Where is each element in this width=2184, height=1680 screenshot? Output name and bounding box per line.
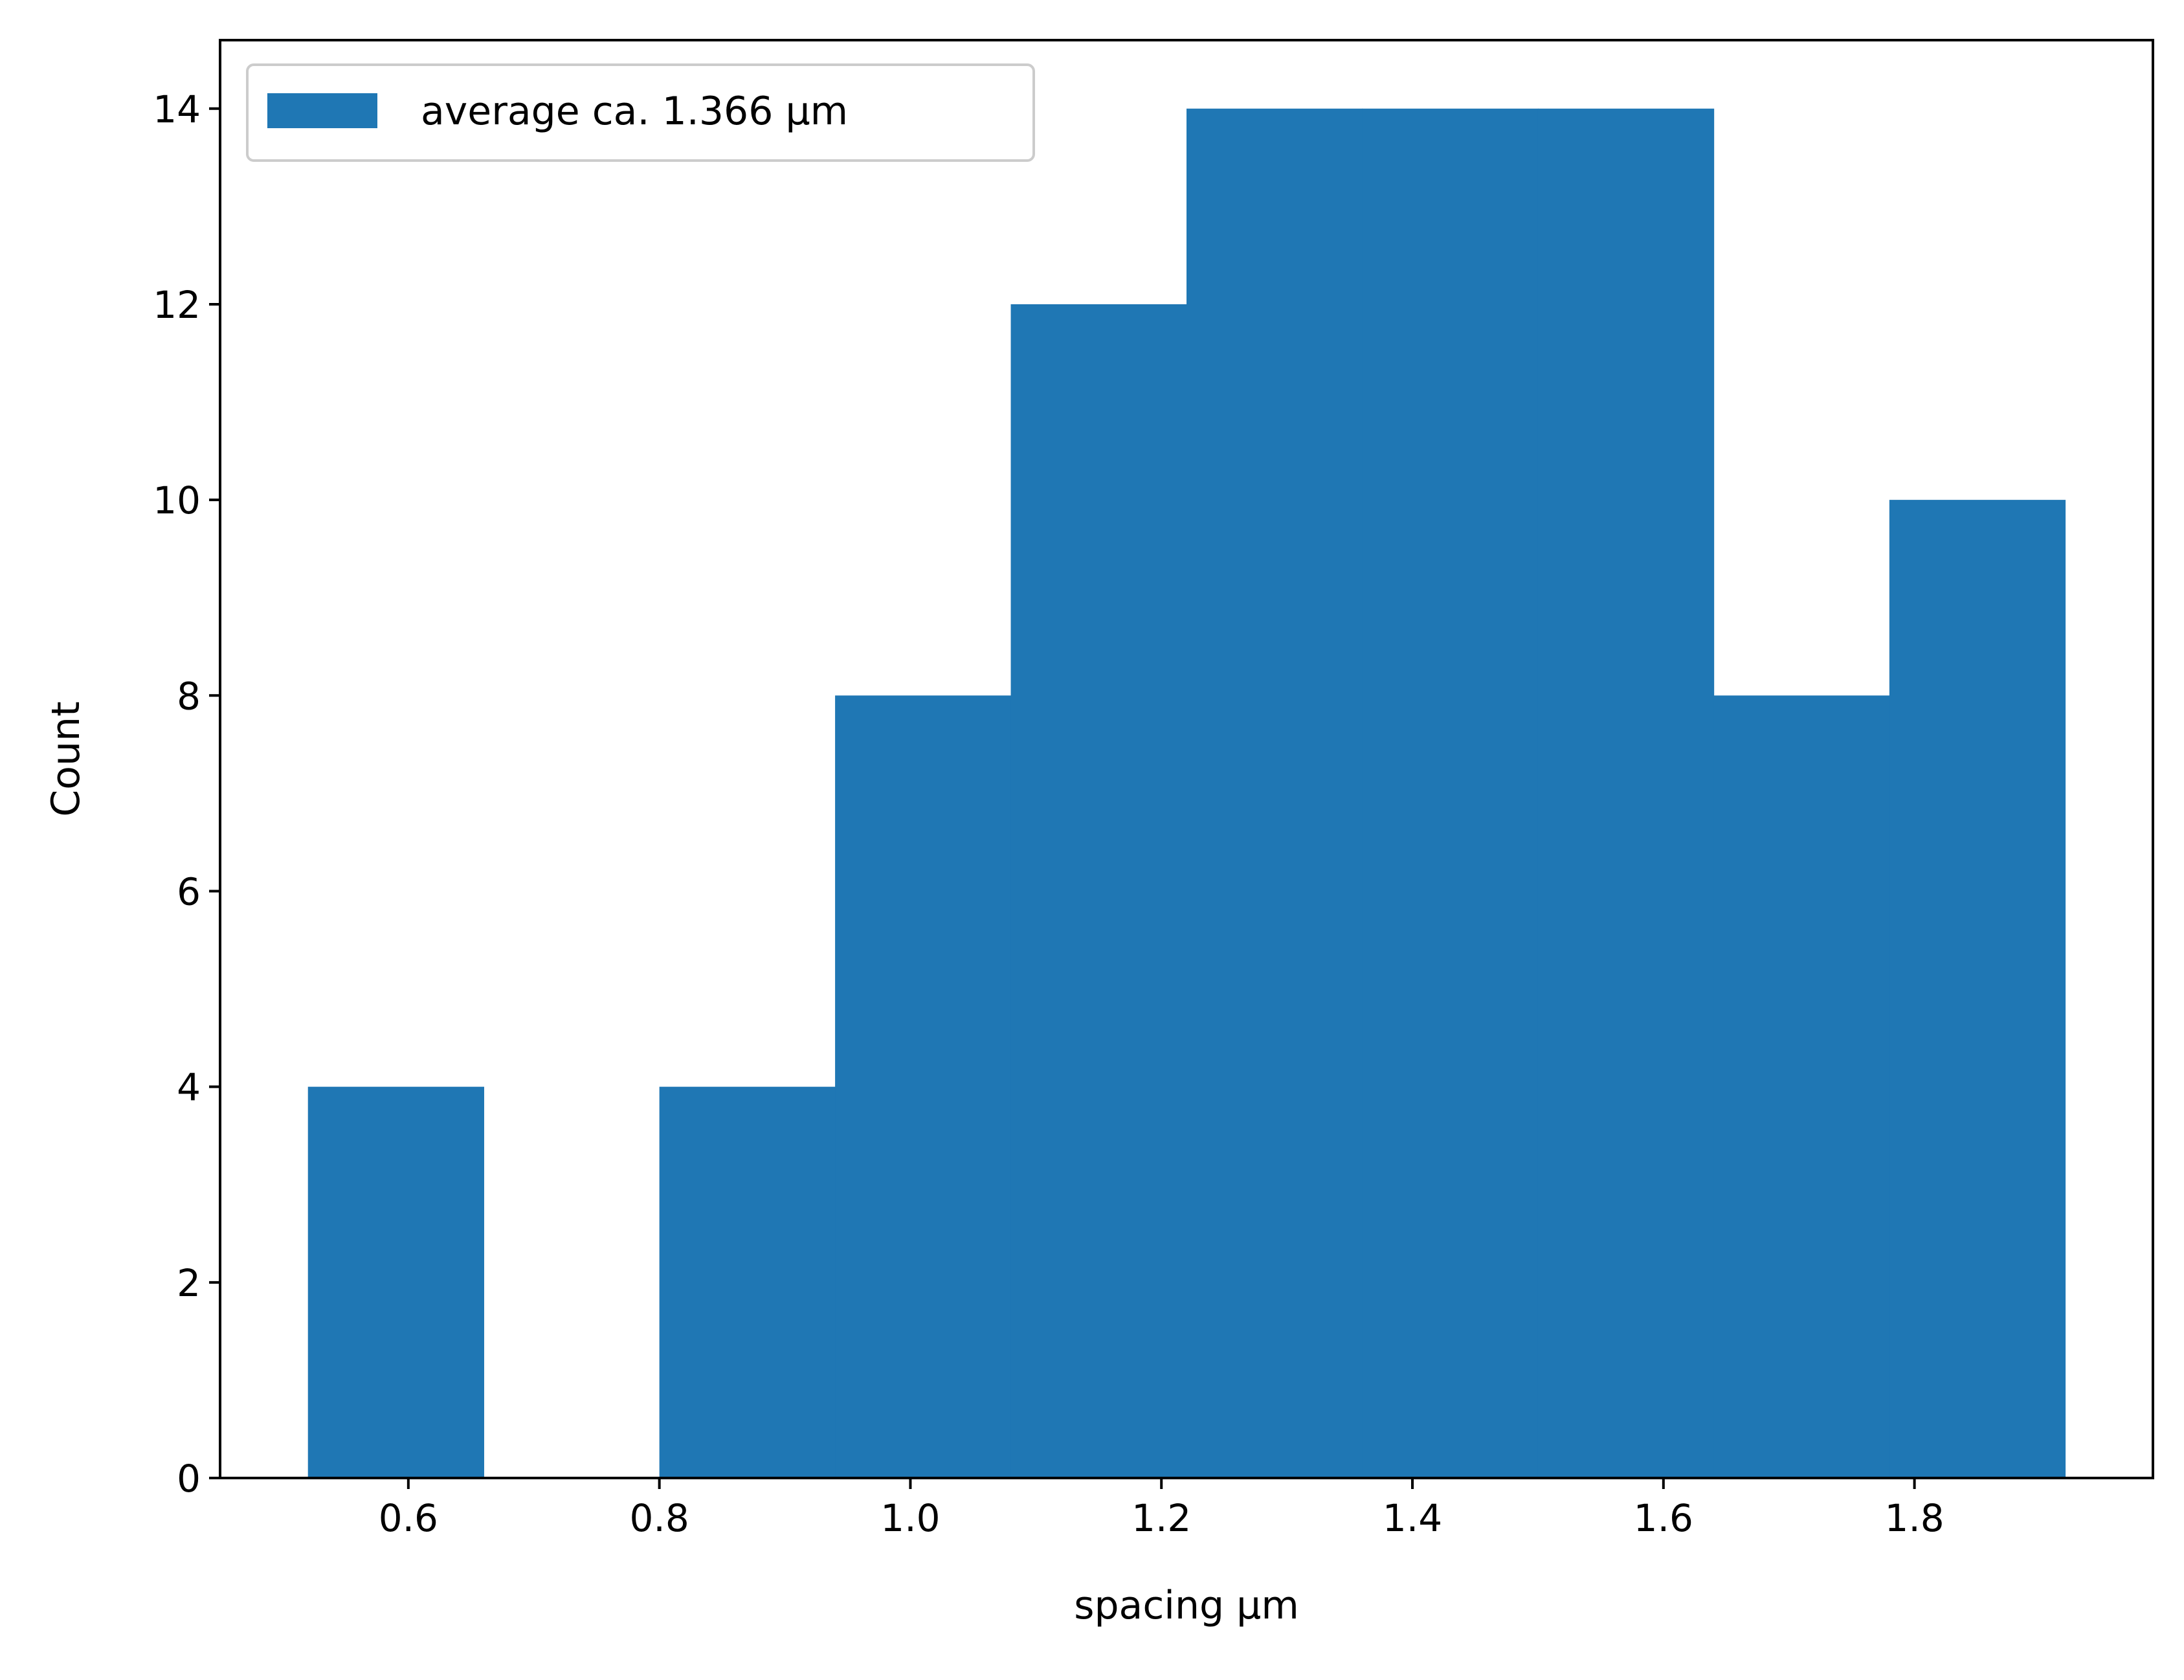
- y-tick-label: 2: [177, 1261, 201, 1305]
- x-tick-label: 1.8: [1884, 1496, 1944, 1540]
- histogram-bar: [1362, 108, 1539, 1478]
- y-axis-label: Count: [43, 701, 89, 816]
- y-axis-ticks: 0 2 4 6 8 10 12 14: [153, 87, 220, 1501]
- y-tick-label: 4: [177, 1066, 201, 1110]
- x-tick-label: 1.6: [1634, 1496, 1693, 1540]
- legend: average ca. 1.366 μm: [246, 63, 1035, 162]
- x-tick-label: 0.6: [379, 1496, 438, 1540]
- legend-entry: average ca. 1.366 μm: [421, 89, 848, 134]
- histogram-bar: [1187, 108, 1363, 1478]
- legend-box: [246, 63, 1035, 162]
- x-tick-label: 1.4: [1383, 1496, 1442, 1540]
- histogram-bar: [659, 1086, 836, 1478]
- histogram-bar: [307, 1086, 484, 1478]
- plot-frame: [219, 39, 2154, 1479]
- y-tick-label: 12: [153, 283, 201, 327]
- y-tick-label: 6: [177, 869, 201, 913]
- histogram-bar: [1537, 108, 1715, 1478]
- histogram-bar: [835, 695, 1012, 1478]
- y-tick-label: 14: [153, 87, 201, 131]
- y-tick-label: 0: [177, 1457, 201, 1501]
- bars-group: [307, 108, 2066, 1479]
- histogram-bar: [1713, 695, 1890, 1478]
- y-tick-label: 10: [153, 478, 201, 522]
- x-axis-label: spacing μm: [1074, 1583, 1299, 1628]
- x-tick-label: 1.0: [880, 1496, 940, 1540]
- legend-swatch: [267, 93, 377, 128]
- x-axis-ticks: 0.6 0.8 1.0 1.2 1.4 1.6 1.8: [379, 1478, 1944, 1540]
- y-tick-label: 8: [177, 674, 201, 718]
- x-tick-label: 1.2: [1131, 1496, 1191, 1540]
- x-tick-label: 0.8: [630, 1496, 689, 1540]
- histogram-bar: [1010, 304, 1187, 1479]
- histogram-bar: [1889, 500, 2066, 1478]
